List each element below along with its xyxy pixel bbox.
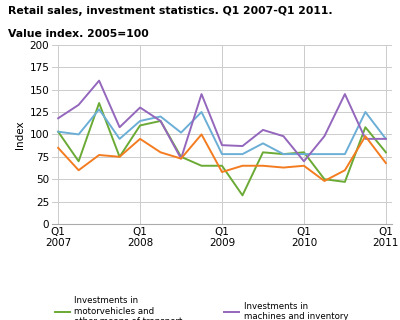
Legend: Investments in
motorvehicles and
other means of transport, Investments in retail: Investments in motorvehicles and other m… <box>55 296 389 320</box>
Text: Value index. 2005=100: Value index. 2005=100 <box>8 29 149 39</box>
Text: Retail sales, investment statistics. Q1 2007-Q1 2011.: Retail sales, investment statistics. Q1 … <box>8 6 333 16</box>
Y-axis label: Index: Index <box>15 120 25 149</box>
